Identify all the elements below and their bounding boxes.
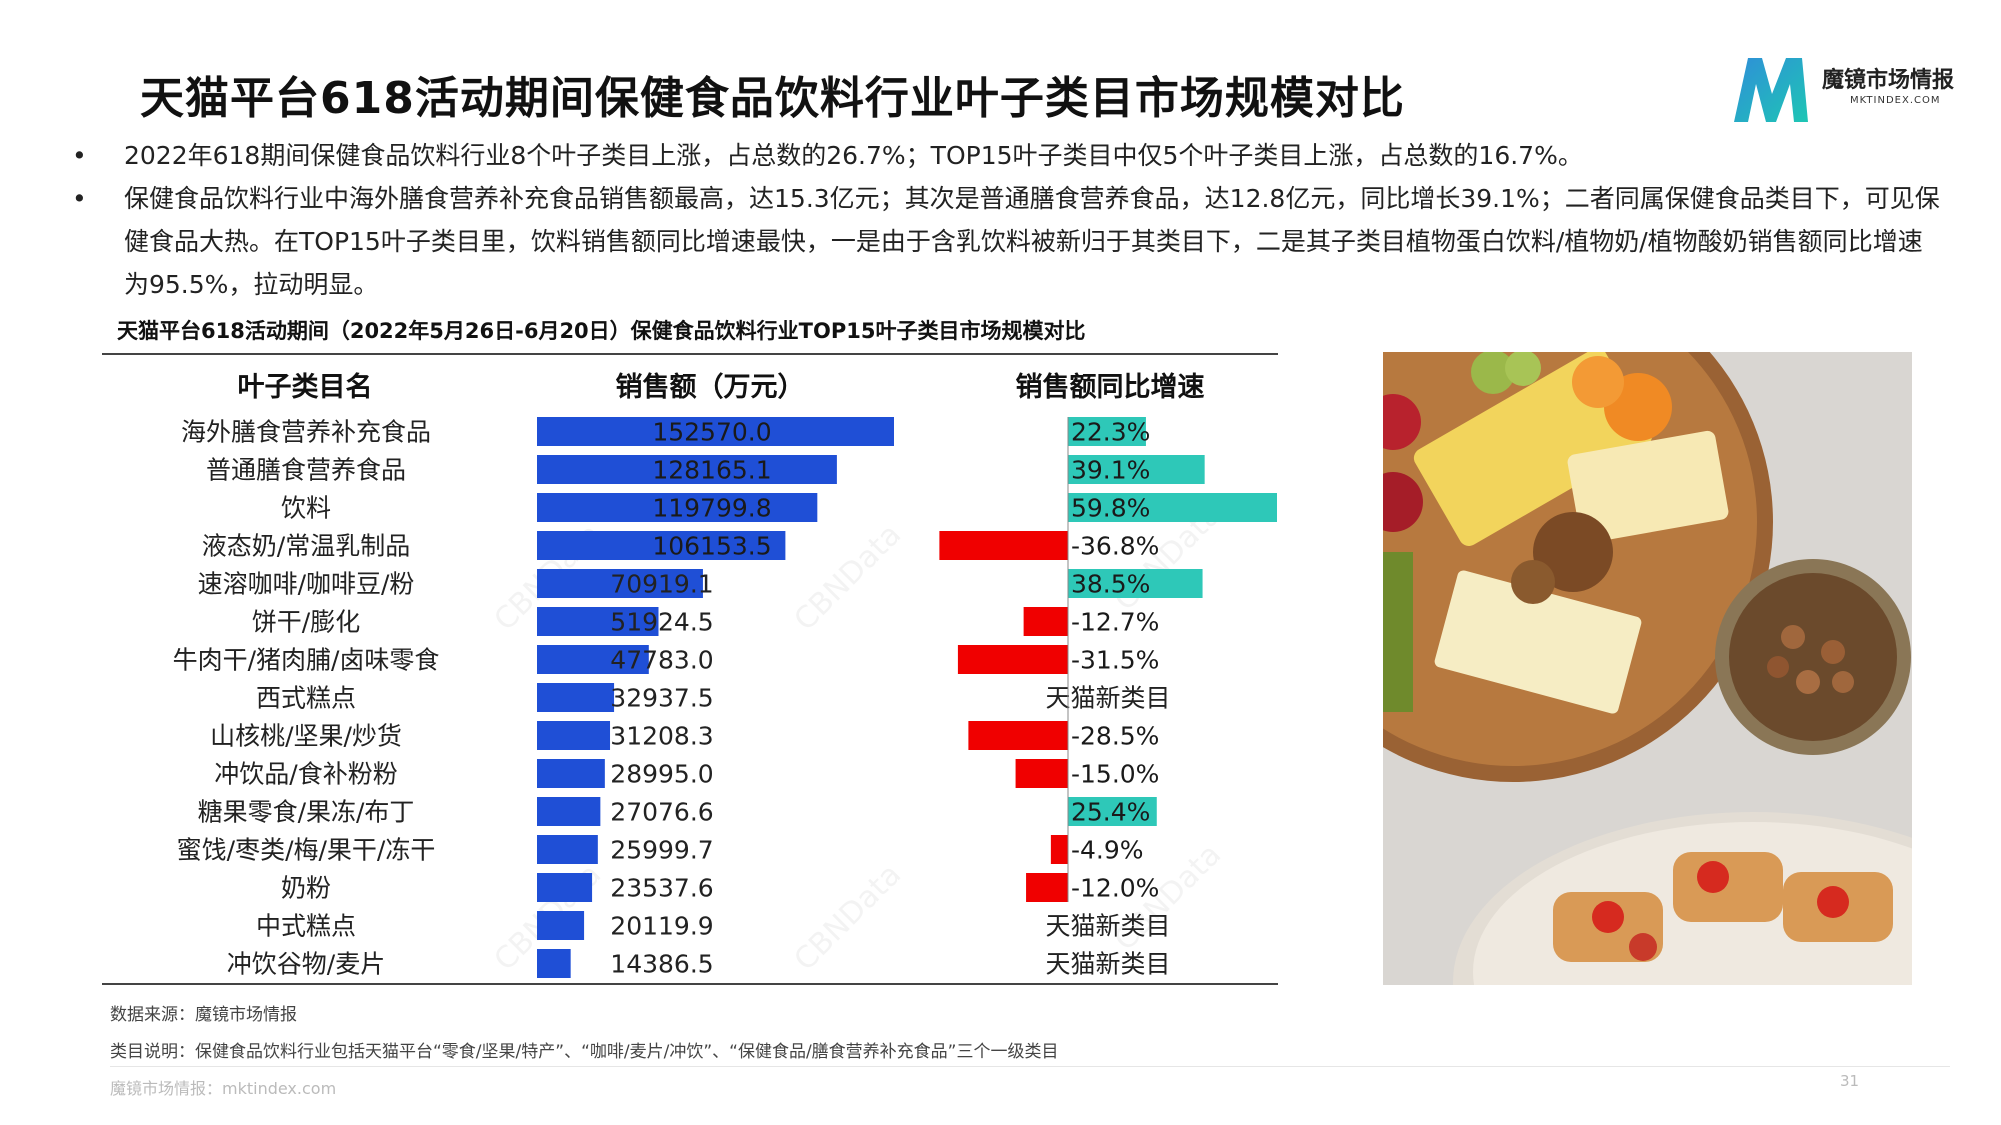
sales-value-label: 47783.0 bbox=[610, 646, 713, 675]
category-label: 液态奶/常温乳制品 bbox=[202, 532, 410, 561]
sales-value-label: 128165.1 bbox=[652, 456, 771, 485]
growth-label: -31.5% bbox=[1071, 646, 1159, 675]
category-label: 山核桃/坚果/炒货 bbox=[210, 722, 402, 751]
column-header-sales: 销售额（万元） bbox=[615, 372, 805, 403]
category-label: 冲饮谷物/麦片 bbox=[227, 950, 385, 979]
footer-site: 魔镜市场情报：mktindex.com bbox=[110, 1079, 337, 1098]
growth-label: 25.4% bbox=[1071, 798, 1150, 827]
growth-label: -12.7% bbox=[1071, 608, 1159, 637]
sales-bar bbox=[537, 759, 605, 788]
category-label: 西式糕点 bbox=[256, 684, 356, 713]
bullet-item: • 保健食品饮料行业中海外膳食营养补充食品销售额最高，达15.3亿元；其次是普通… bbox=[70, 177, 1940, 306]
sales-value-label: 51924.5 bbox=[610, 608, 713, 637]
category-label: 海外膳食营养补充食品 bbox=[181, 418, 431, 447]
growth-bar-negative bbox=[1015, 759, 1068, 788]
growth-label: 天猫新类目 bbox=[1045, 912, 1170, 941]
category-label: 冲饮品/食补粉粉 bbox=[214, 760, 397, 789]
sales-value-label: 119799.8 bbox=[652, 494, 771, 523]
category-label: 奶粉 bbox=[281, 874, 331, 903]
sales-value-label: 106153.5 bbox=[652, 532, 771, 561]
category-label: 糖果零食/果冻/布丁 bbox=[198, 798, 415, 827]
growth-label: 天猫新类目 bbox=[1045, 950, 1170, 979]
growth-label: 59.8% bbox=[1071, 494, 1150, 523]
sales-bar bbox=[537, 417, 894, 446]
growth-bar-negative bbox=[968, 721, 1068, 750]
sales-bar bbox=[537, 911, 585, 940]
sales-bar bbox=[537, 873, 593, 902]
category-label: 普通膳食营养食品 bbox=[206, 456, 406, 485]
sales-bar bbox=[537, 645, 649, 674]
growth-label: 天猫新类目 bbox=[1045, 684, 1170, 713]
growth-bar-negative bbox=[939, 531, 1068, 560]
logo bbox=[1728, 50, 1988, 130]
growth-bar-positive bbox=[1068, 493, 1277, 522]
sales-value-label: 25999.7 bbox=[610, 836, 713, 865]
category-label: 牛肉干/猪肉脯/卤味零食 bbox=[173, 646, 440, 675]
sales-value-label: 23537.6 bbox=[610, 874, 713, 903]
data-source-note: 数据来源：魔镜市场情报 bbox=[110, 1005, 297, 1025]
growth-bar-positive bbox=[1068, 455, 1205, 484]
logo-name: 魔镜市场情报 bbox=[1822, 68, 1955, 93]
growth-bar-negative bbox=[1023, 607, 1068, 636]
category-label: 饮料 bbox=[281, 494, 331, 523]
sales-bar bbox=[537, 531, 786, 560]
growth-bar-positive bbox=[1068, 797, 1157, 826]
sales-value-label: 32937.5 bbox=[610, 684, 713, 713]
sales-bar bbox=[537, 721, 611, 750]
page-title: 天猫平台618活动期间保健食品饮料行业叶子类目市场规模对比 bbox=[140, 73, 1405, 124]
sales-bar bbox=[537, 455, 837, 484]
growth-label: -15.0% bbox=[1071, 760, 1159, 789]
logo-icon bbox=[1734, 58, 1808, 122]
chart-title: 天猫平台618活动期间（2022年5月26日-6月20日）保健食品饮料行业TOP… bbox=[117, 319, 1086, 343]
growth-label: 39.1% bbox=[1071, 456, 1150, 485]
sales-bar bbox=[537, 835, 598, 864]
growth-bar-negative bbox=[957, 645, 1068, 674]
growth-label: 38.5% bbox=[1071, 570, 1150, 599]
category-label: 中式糕点 bbox=[256, 912, 356, 941]
growth-label: -36.8% bbox=[1071, 532, 1159, 561]
category-label: 蜜饯/枣类/梅/果干/冻干 bbox=[177, 836, 436, 865]
bullet-text: 保健食品饮料行业中海外膳食营养补充食品销售额最高，达15.3亿元；其次是普通膳食… bbox=[124, 184, 1940, 299]
sales-value-label: 70919.1 bbox=[610, 570, 713, 599]
growth-label: -4.9% bbox=[1071, 836, 1144, 865]
sales-value-label: 152570.0 bbox=[652, 418, 771, 447]
column-header-growth: 销售额同比增速 bbox=[1015, 372, 1205, 403]
growth-bar-positive bbox=[1068, 569, 1203, 598]
logo-domain: MKTINDEX.COM bbox=[1850, 95, 1941, 106]
bullet-dot-icon: • bbox=[72, 141, 87, 170]
category-label: 速溶咖啡/咖啡豆/粉 bbox=[198, 570, 415, 599]
sales-value-label: 31208.3 bbox=[610, 722, 713, 751]
sales-bar bbox=[537, 949, 571, 978]
page-number: 31 bbox=[1840, 1072, 1860, 1090]
category-label: 饼干/膨化 bbox=[252, 608, 360, 637]
food-platter-image bbox=[1383, 352, 1912, 985]
sales-bar bbox=[537, 493, 818, 522]
sales-bar bbox=[537, 683, 615, 712]
growth-bar-negative bbox=[1026, 873, 1068, 902]
growth-label: 22.3% bbox=[1071, 418, 1150, 447]
growth-label: -28.5% bbox=[1071, 722, 1159, 751]
growth-label: -12.0% bbox=[1071, 874, 1159, 903]
sales-value-label: 27076.6 bbox=[610, 798, 713, 827]
summary-bullets: • 2022年618期间保健食品饮料行业8个叶子类目上涨，占总数的26.7%；T… bbox=[70, 134, 1940, 306]
column-header-category: 叶子类目名 bbox=[237, 372, 373, 403]
bullet-text: 2022年618期间保健食品饮料行业8个叶子类目上涨，占总数的26.7%；TOP… bbox=[124, 141, 1583, 170]
footer-divider bbox=[110, 1066, 1950, 1067]
sales-bar bbox=[537, 797, 601, 826]
sales-bar bbox=[537, 569, 703, 598]
growth-bar-negative bbox=[1050, 835, 1068, 864]
sales-value-label: 20119.9 bbox=[610, 912, 713, 941]
growth-bar-positive bbox=[1068, 417, 1146, 446]
sales-value-label: 14386.5 bbox=[610, 950, 713, 979]
category-note: 类目说明：保健食品饮料行业包括天猫平台“零食/坚果/特产”、“咖啡/麦片/冲饮”… bbox=[110, 1042, 1059, 1062]
sales-value-label: 28995.0 bbox=[610, 760, 713, 789]
sales-bar bbox=[537, 607, 659, 636]
bullet-item: • 2022年618期间保健食品饮料行业8个叶子类目上涨，占总数的26.7%；T… bbox=[70, 134, 1940, 177]
bullet-dot-icon: • bbox=[72, 184, 87, 213]
